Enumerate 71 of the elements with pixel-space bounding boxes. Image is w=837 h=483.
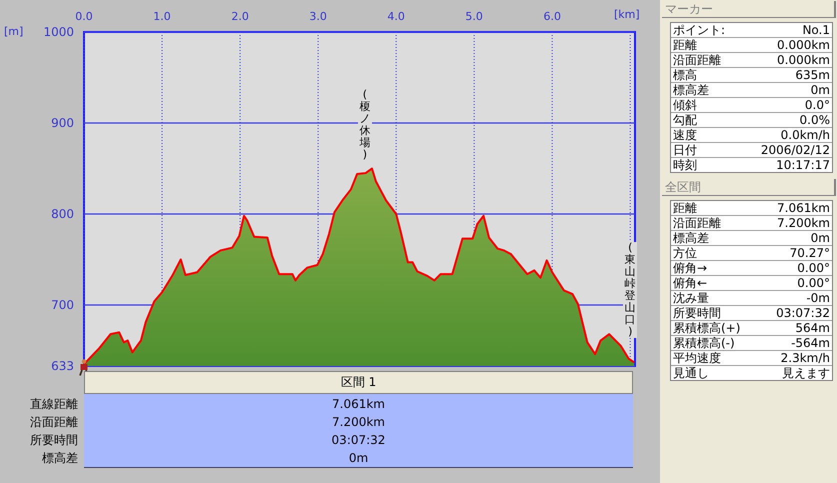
text: No.1	[802, 23, 830, 37]
text: 0m	[810, 231, 830, 245]
y-tick-label: 700	[51, 298, 74, 312]
text: 沿面距離	[673, 216, 721, 230]
x-tick-label: 6.0	[543, 10, 561, 23]
text: 標高	[673, 68, 697, 82]
x-tick-label: 0.0	[75, 10, 93, 23]
text: 0.00°	[797, 276, 830, 290]
text: 0.0km/h	[780, 128, 830, 142]
text: 日付	[673, 143, 697, 157]
text: 70.27°	[790, 246, 830, 260]
text: 累積標高(-)	[673, 336, 735, 350]
text: 0m	[348, 450, 370, 467]
text: 標高差	[42, 450, 78, 467]
text: 7.200km	[777, 216, 830, 230]
text: 0.00°	[797, 261, 830, 275]
x-tick-label: 1.0	[153, 10, 171, 23]
y-tick-label: 633	[51, 359, 74, 373]
text: 傾斜	[673, 98, 697, 112]
text: 沿面距離	[30, 414, 78, 431]
text: -564m	[791, 336, 830, 350]
text: 7.061km	[331, 396, 386, 413]
text: 区間 1	[84, 371, 633, 394]
text: 速度	[673, 128, 697, 142]
x-tick-label: 2.0	[231, 10, 249, 23]
text: ポイント:	[673, 23, 726, 37]
text: 俯角←	[673, 276, 708, 290]
text: 沈み量	[673, 291, 709, 305]
text: 直線距離	[30, 396, 78, 413]
text: 時刻	[673, 158, 697, 172]
text: 距離	[673, 38, 697, 52]
text: 平均速度	[673, 351, 721, 365]
x-tick-label: 5.0	[465, 10, 483, 23]
text: 03:07:32	[776, 306, 830, 320]
y-tick-label: 1000	[43, 25, 74, 39]
text: 累積標高(+)	[673, 321, 740, 335]
text: 0.000km	[777, 53, 830, 67]
text: 所要時間	[673, 306, 721, 320]
text: 標高差	[673, 231, 709, 245]
text: 0.0%	[800, 113, 830, 127]
text: 7.200km	[331, 414, 386, 431]
text: 635m	[795, 68, 830, 82]
text: -0m	[806, 291, 830, 305]
text: 俯角→	[673, 261, 708, 275]
text: 0.000km	[777, 38, 830, 52]
text: 所要時間	[30, 432, 78, 449]
text: 0m	[810, 83, 830, 97]
text: 見えます	[782, 366, 830, 380]
x-axis-title: [km]	[614, 8, 640, 21]
annotation: (東山峠登山口)	[623, 240, 638, 338]
text: マーカー	[662, 1, 836, 18]
x-tick-label: 4.0	[387, 10, 405, 23]
text: 沿面距離	[673, 53, 721, 67]
text: 564m	[795, 321, 830, 335]
text: 7.061km	[777, 201, 830, 215]
text: 2.3km/h	[780, 351, 830, 365]
text: 見通し	[673, 366, 709, 380]
text: 標高差	[673, 83, 709, 97]
text: 勾配	[673, 113, 697, 127]
text: 0.0°	[804, 98, 830, 112]
y-tick-label: 800	[51, 207, 74, 222]
text: 全区間	[662, 179, 836, 196]
text: 10:17:17	[776, 158, 830, 172]
text: 03:07:32	[330, 432, 386, 449]
text: 方位	[673, 246, 697, 260]
annotation: (榎ノ休場)	[358, 88, 372, 161]
text: 距離	[673, 201, 697, 215]
y-axis-title: [m]	[4, 25, 24, 38]
y-tick-label: 900	[51, 116, 74, 130]
text: 2006/02/12	[760, 143, 830, 157]
x-tick-label: 3.0	[309, 10, 327, 23]
